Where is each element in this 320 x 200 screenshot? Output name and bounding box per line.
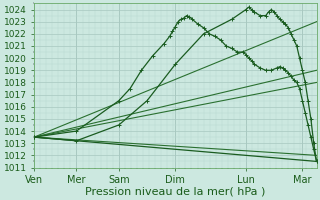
X-axis label: Pression niveau de la mer( hPa ): Pression niveau de la mer( hPa ) <box>85 187 266 197</box>
